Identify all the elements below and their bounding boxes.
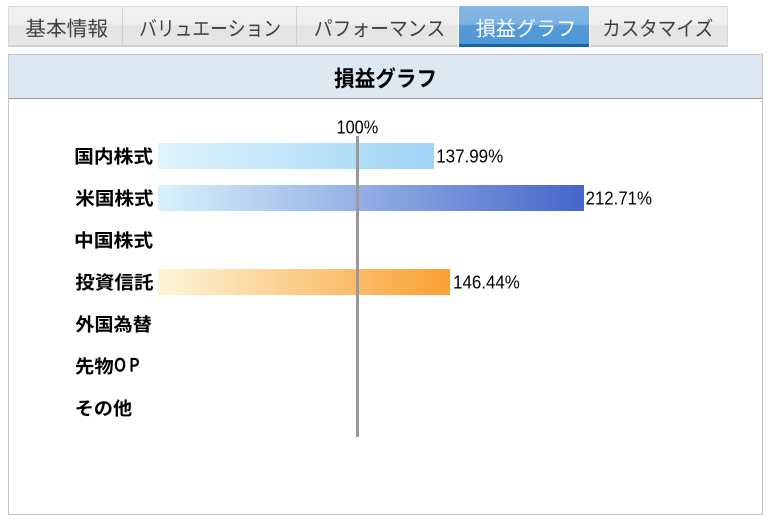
svg-text:100%: 100% [337,116,379,137]
svg-text:137.99%: 137.99% [436,145,503,166]
svg-text:146.44%: 146.44% [453,271,520,292]
svg-text:212.71%: 212.71% [586,187,652,208]
